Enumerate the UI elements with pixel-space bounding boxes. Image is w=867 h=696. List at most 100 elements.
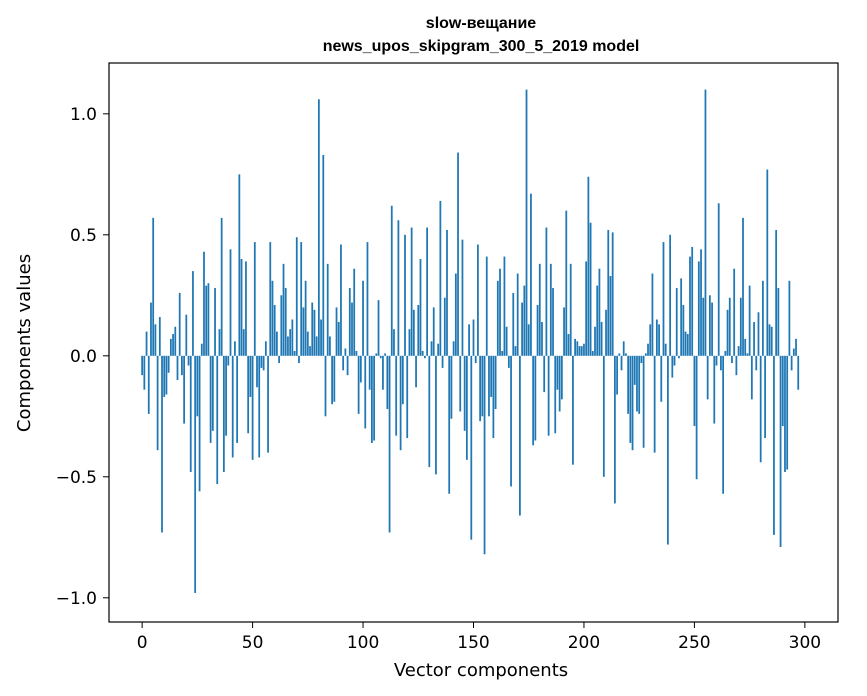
bar [366, 242, 369, 356]
bar [569, 263, 572, 356]
bar [759, 355, 762, 463]
bar [779, 355, 782, 547]
bar [664, 343, 667, 356]
bar [560, 355, 563, 400]
bar [346, 355, 349, 376]
bar [172, 334, 174, 356]
bar [348, 288, 351, 356]
bar [229, 249, 232, 356]
bar [200, 343, 203, 356]
bar [768, 324, 771, 356]
bar [379, 355, 382, 359]
bar [304, 280, 307, 356]
bar [247, 355, 250, 434]
bar [549, 263, 552, 356]
bar [625, 353, 627, 356]
bar [700, 249, 702, 356]
bar [468, 324, 470, 356]
bar [306, 331, 309, 356]
bar [351, 302, 353, 356]
bar [658, 324, 660, 356]
bar [781, 355, 784, 426]
bar [644, 353, 647, 356]
bar [583, 343, 585, 356]
bar [753, 321, 755, 356]
bar [194, 355, 197, 593]
bar [386, 355, 389, 410]
bar [331, 355, 333, 405]
bar [454, 273, 457, 356]
bar [302, 307, 305, 356]
bar [222, 355, 225, 472]
bar [574, 338, 576, 356]
bar [249, 355, 252, 397]
bar [240, 259, 243, 356]
bar [211, 355, 214, 431]
bar [739, 297, 742, 356]
bar [446, 229, 448, 356]
bar [452, 341, 455, 356]
bar [344, 348, 347, 356]
bar [337, 321, 340, 356]
bar [474, 355, 477, 364]
bar [499, 268, 501, 356]
bar [717, 203, 720, 356]
bar [649, 324, 652, 356]
bar [253, 242, 256, 356]
x-tick-label: 50 [242, 633, 264, 653]
bar [516, 273, 519, 356]
bar [485, 256, 488, 356]
bar [591, 350, 594, 356]
bar [695, 355, 698, 480]
bar [176, 355, 179, 381]
bar [192, 271, 194, 356]
bar [145, 331, 148, 356]
bar [510, 355, 512, 487]
bar [702, 297, 705, 356]
bar [726, 309, 729, 356]
bar [439, 200, 442, 356]
bar [538, 263, 541, 356]
bar [362, 280, 364, 356]
bar [165, 355, 168, 395]
bar [152, 217, 155, 356]
bar [742, 217, 744, 356]
bar [543, 355, 546, 393]
bar [620, 355, 623, 371]
bar [313, 309, 316, 356]
bar [353, 268, 356, 356]
bar [154, 324, 157, 356]
bar [671, 355, 674, 378]
bar [282, 263, 285, 356]
bar [412, 309, 415, 356]
bar [684, 331, 687, 356]
y-tick-label: −0.5 [56, 468, 97, 488]
bar [633, 355, 636, 385]
bar [264, 341, 267, 356]
bar [563, 307, 565, 356]
bar [234, 341, 236, 356]
bar [207, 283, 210, 356]
bar [465, 355, 468, 460]
bar [167, 355, 170, 373]
bar [660, 355, 663, 402]
bar [397, 220, 400, 356]
bar [158, 317, 161, 356]
bar [691, 246, 694, 356]
bar [629, 355, 632, 443]
bar [169, 338, 172, 356]
bar [342, 355, 345, 371]
bar [189, 355, 192, 472]
bar [161, 355, 163, 533]
bar [205, 285, 208, 356]
bar [408, 329, 411, 356]
bars-group [141, 89, 800, 593]
bar [163, 355, 166, 397]
bar [733, 268, 736, 356]
y-tick-label: 0.5 [70, 226, 97, 246]
bar [653, 355, 656, 453]
bar [355, 350, 358, 356]
bar [587, 176, 590, 356]
bar [406, 355, 409, 439]
bar [609, 275, 612, 356]
